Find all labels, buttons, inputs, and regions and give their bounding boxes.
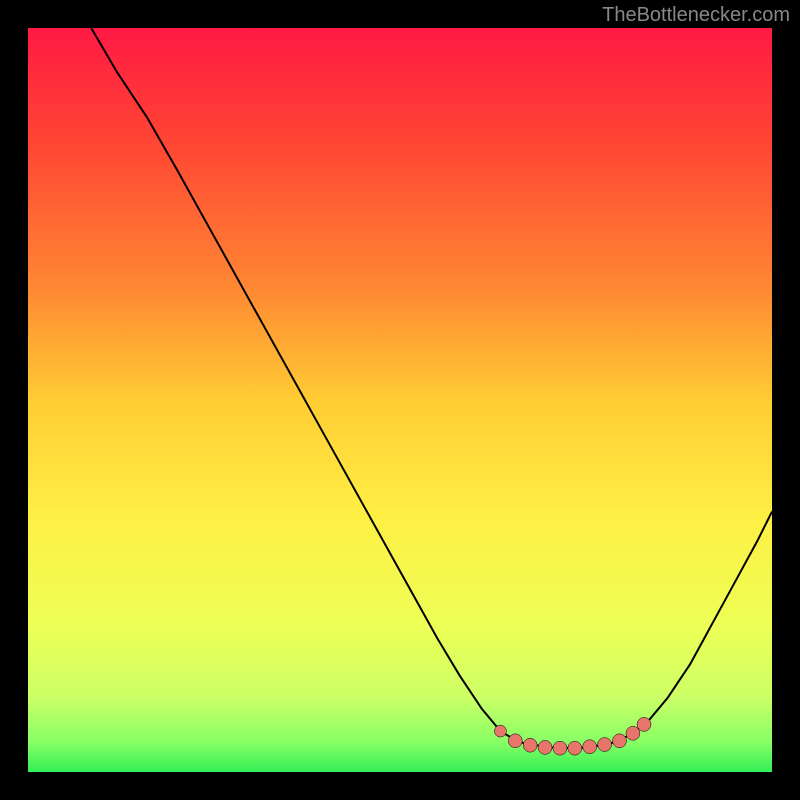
marker-group: [494, 717, 651, 755]
marker-point: [626, 726, 640, 740]
bottleneck-curve: [91, 28, 772, 748]
marker-point: [568, 741, 582, 755]
marker-point: [598, 738, 612, 752]
chart-svg: [28, 28, 772, 772]
watermark-text: TheBottlenecker.com: [602, 4, 790, 27]
marker-point: [508, 734, 522, 748]
marker-point: [538, 740, 552, 754]
plot-area: [28, 28, 772, 772]
marker-point: [494, 725, 506, 737]
marker-point: [637, 717, 651, 731]
marker-point: [523, 738, 537, 752]
marker-point: [583, 740, 597, 754]
chart-container: TheBottlenecker.com: [0, 0, 800, 800]
marker-point: [553, 741, 567, 755]
marker-point: [613, 734, 627, 748]
